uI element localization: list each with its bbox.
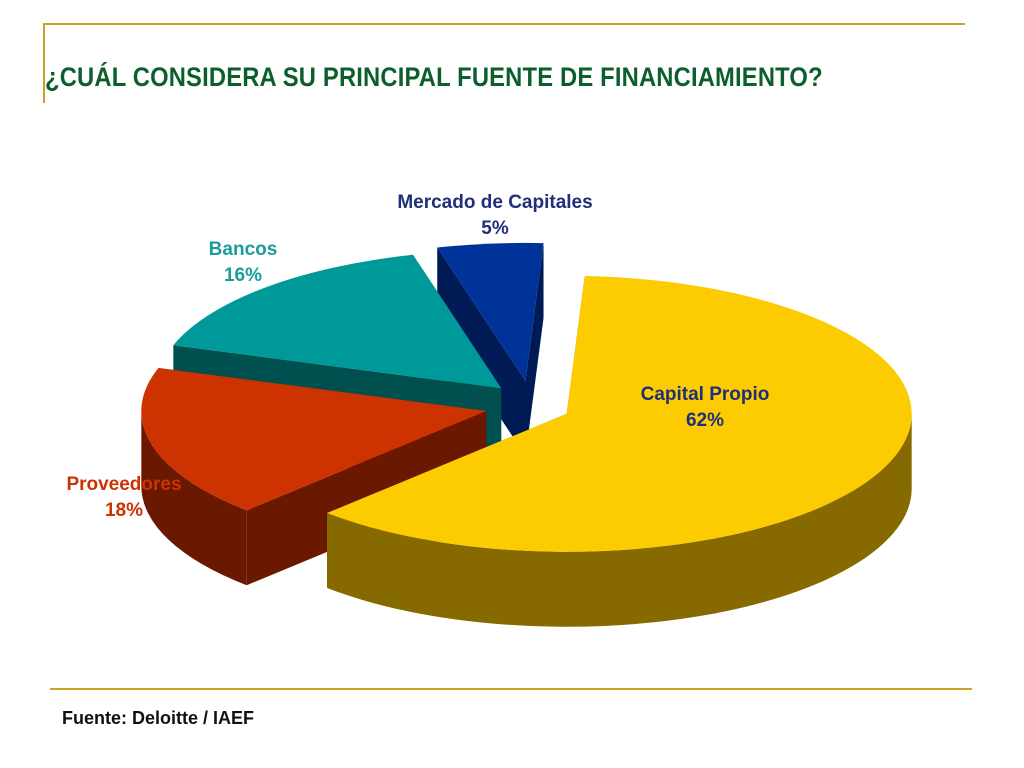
slice-value-capital-propio: 62% xyxy=(686,410,724,431)
slice-value-bancos: 16% xyxy=(224,265,262,286)
slice-label-mercado-de-capitales: Mercado de Capitales xyxy=(397,192,592,213)
pie-labels: Capital Propio 62% Proveedores 18% Bancos 16%… xyxy=(66,192,769,521)
pie-wall-mercado-de-capitales-end xyxy=(525,243,544,456)
pie-slice-mercado-de-capitales xyxy=(437,242,544,381)
slice-value-mercado-de-capitales: 5% xyxy=(481,218,509,239)
frame-left-rule xyxy=(43,23,45,103)
pie-tops xyxy=(141,242,912,552)
slice-label-capital-propio: Capital Propio xyxy=(641,384,770,405)
slide-title: ¿CUÁL CONSIDERA SU PRINCIPAL FUENTE DE F… xyxy=(45,62,823,92)
pie-rim-capital-propio xyxy=(327,413,912,627)
pie-wall-mercado-de-capitales-start xyxy=(437,247,526,456)
source-note: Fuente: Deloitte / IAEF xyxy=(62,708,255,728)
slice-label-bancos: Bancos xyxy=(209,239,278,260)
pie-side-mercado-de-capitales xyxy=(437,243,544,456)
footer-rule xyxy=(50,688,972,690)
slice-label-proveedores: Proveedores xyxy=(66,474,181,495)
pie-slice-bancos xyxy=(173,254,502,389)
pie-slice-capital-propio xyxy=(327,275,912,552)
pie-slice-proveedores xyxy=(141,367,487,511)
slice-value-proveedores: 18% xyxy=(105,500,143,521)
pie-rim-proveedores xyxy=(141,410,247,586)
frame-top-rule xyxy=(43,23,965,25)
